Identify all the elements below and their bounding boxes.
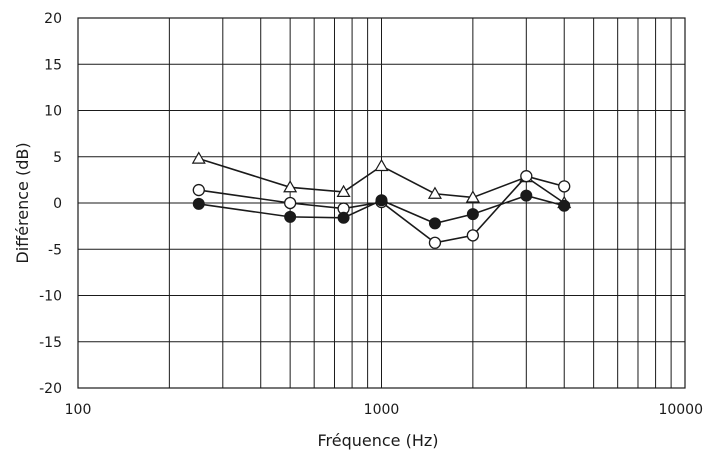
data-point-triangle: [191, 151, 206, 164]
data-point-open-circle: [466, 229, 480, 242]
data-point-triangle: [336, 184, 351, 197]
data-point-filled-circle: [337, 211, 350, 224]
y-tick-label: -15: [39, 335, 62, 351]
y-tick-label: -5: [48, 242, 62, 258]
data-point-open-circle: [283, 196, 297, 210]
data-point-filled-circle: [375, 194, 388, 207]
data-point-filled-circle: [192, 197, 205, 210]
x-tick-label: 100: [65, 402, 92, 418]
series-line: [198, 157, 565, 204]
data-point-filled-circle: [284, 210, 297, 223]
tick-labels: -20 -15 -10 -5 0 5 10 15 20 100 1000 10000: [39, 11, 703, 418]
y-axis-label: Différence (dB): [13, 142, 32, 263]
data-point-filled-circle: [558, 199, 571, 212]
data-point-triangle: [427, 186, 442, 199]
y-tick-label: -20: [39, 381, 62, 397]
y-tick-label: 15: [44, 57, 62, 73]
data-point-open-circle: [192, 183, 205, 197]
data-point-filled-circle: [428, 217, 441, 230]
data-point-triangle: [283, 180, 298, 193]
plot-frame: [77, 17, 686, 389]
data-point-triangle: [465, 190, 480, 203]
series-filled-circle: [192, 189, 571, 230]
data-point-filled-circle: [520, 189, 533, 202]
series-line: [198, 175, 565, 244]
y-tick-label: -10: [39, 289, 62, 305]
y-tick-label: 5: [53, 150, 62, 166]
series-line: [198, 194, 565, 225]
x-tick-label: 1000: [364, 402, 400, 418]
data-point-open-circle: [558, 180, 571, 193]
data-point-triangle: [374, 158, 389, 172]
y-tick-label: 20: [44, 11, 62, 27]
series-open-circle: [192, 170, 571, 249]
data-series: [191, 151, 572, 249]
y-tick-label: 10: [44, 104, 62, 120]
x-tick-label: 10000: [658, 402, 703, 418]
data-point-filled-circle: [466, 208, 479, 221]
x-axis-label: Fréquence (Hz): [317, 431, 438, 450]
data-point-open-circle: [428, 236, 442, 249]
data-point-open-circle: [520, 170, 533, 183]
y-tick-label: 0: [53, 196, 62, 212]
